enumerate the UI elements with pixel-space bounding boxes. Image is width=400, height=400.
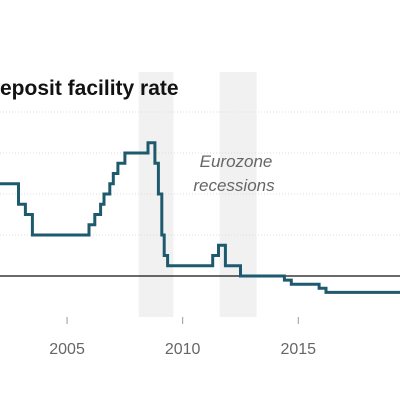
y-gridlines bbox=[0, 111, 400, 277]
series-layer bbox=[0, 141, 400, 294]
x-axis-ticks: 2005201020152 bbox=[49, 317, 316, 358]
recession-annotation-line1: Eurozone bbox=[200, 152, 273, 171]
chart-title: eposit facility rate bbox=[0, 77, 179, 100]
series-line-1 bbox=[0, 141, 400, 294]
x-tick-label-2: 2010 bbox=[165, 341, 201, 358]
x-tick-label-3: 2015 bbox=[280, 341, 316, 358]
recession-annotation-line2: recessions bbox=[193, 176, 275, 195]
x-tick-label-1: 2005 bbox=[49, 341, 85, 358]
